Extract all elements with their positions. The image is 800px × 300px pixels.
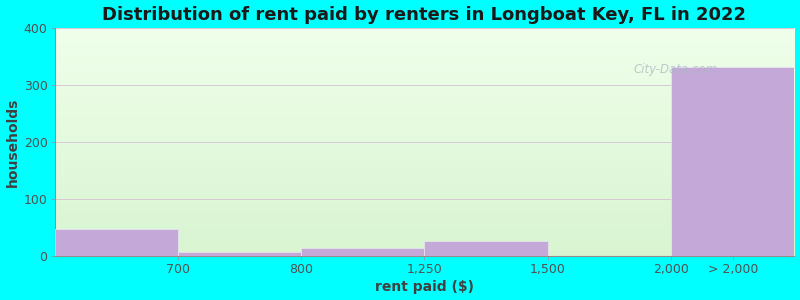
Bar — [671, 67, 794, 256]
Bar — [178, 252, 301, 256]
Bar — [425, 241, 548, 256]
Text: City-Data.com: City-Data.com — [634, 62, 718, 76]
Bar — [301, 248, 425, 256]
Y-axis label: households: households — [6, 98, 19, 187]
Title: Distribution of rent paid by renters in Longboat Key, FL in 2022: Distribution of rent paid by renters in … — [102, 6, 746, 24]
Bar — [54, 230, 178, 256]
X-axis label: rent paid ($): rent paid ($) — [375, 280, 474, 294]
